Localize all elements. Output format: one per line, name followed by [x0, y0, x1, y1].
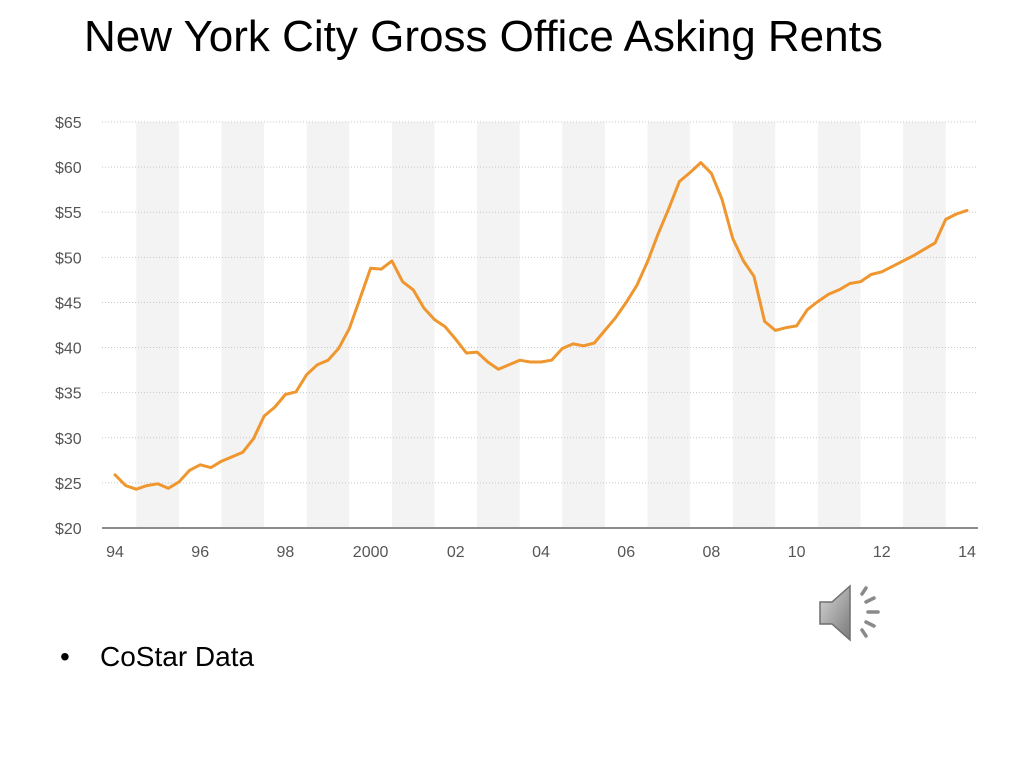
- year-band: [221, 122, 265, 528]
- y-tick-label: $20: [55, 521, 82, 538]
- y-tick-labels: $20 $25 $30 $35 $40 $45 $50 $55 $60 $65: [55, 115, 82, 538]
- y-tick-label: $40: [55, 341, 82, 358]
- x-tick-label: 04: [532, 544, 550, 561]
- y-tick-label: $35: [55, 386, 82, 403]
- year-band: [647, 122, 691, 528]
- gridlines: [102, 121, 978, 484]
- bullet-marker: •: [60, 641, 70, 672]
- x-tick-label: 94: [106, 544, 124, 561]
- x-tick-labels: 94 96 98 2000 02 04 06 08 10 12 14: [106, 544, 976, 561]
- slide-title: New York City Gross Office Asking Rents: [84, 12, 883, 61]
- y-tick-label: $60: [55, 160, 82, 177]
- bullet-text: CoStar Data: [100, 641, 255, 672]
- x-tick-label: 14: [958, 544, 976, 561]
- y-tick-label: $25: [55, 476, 82, 493]
- series-layer: [113, 161, 969, 491]
- y-tick-label: $30: [55, 431, 82, 448]
- year-band: [391, 122, 435, 528]
- year-band: [903, 122, 946, 528]
- year-band: [136, 122, 179, 528]
- x-tick-label: 02: [447, 544, 465, 561]
- year-band: [817, 122, 861, 528]
- year-band: [562, 122, 605, 528]
- x-tick-label: 2000: [353, 544, 389, 561]
- year-band: [306, 122, 350, 528]
- x-tick-label: 06: [617, 544, 635, 561]
- x-tick-label: 96: [191, 544, 209, 561]
- series-line: [113, 161, 969, 491]
- y-tick-label: $50: [55, 250, 82, 267]
- x-tick-label: 98: [277, 544, 295, 561]
- year-band: [477, 122, 520, 528]
- bullet-item: • CoStar Data: [60, 641, 254, 673]
- year-bands: [136, 122, 946, 528]
- speaker-icon[interactable]: [816, 580, 888, 646]
- rent-line-chart: $20 $25 $30 $35 $40 $45 $50 $55 $60 $65 94 96 98 200…: [55, 115, 978, 561]
- y-tick-label: $65: [55, 115, 82, 132]
- x-tick-label: 10: [788, 544, 806, 561]
- y-tick-label: $55: [55, 205, 82, 222]
- x-tick-label: 12: [873, 544, 891, 561]
- x-tick-label: 08: [703, 544, 721, 561]
- y-tick-label: $45: [55, 295, 82, 312]
